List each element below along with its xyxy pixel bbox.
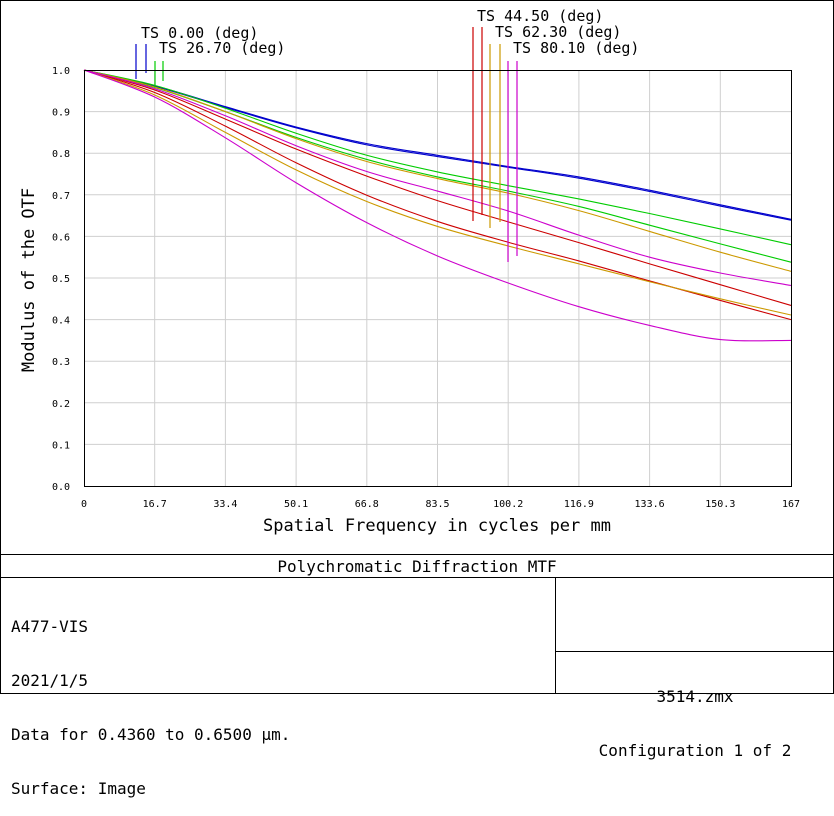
x-tick-label: 116.9 xyxy=(564,499,594,510)
legend-label: TS 62.30 (deg) xyxy=(495,23,621,41)
file-name: 3514.zmx xyxy=(656,687,734,706)
lens-name: A477-VIS xyxy=(11,617,89,636)
series-line xyxy=(83,69,792,306)
x-tick-label: 100.2 xyxy=(493,499,523,510)
x-axis-title: Spatial Frequency in cycles per mm xyxy=(263,516,611,536)
series-line xyxy=(83,69,792,316)
configuration: Configuration 1 of 2 xyxy=(598,741,792,760)
legend-label: TS 0.00 (deg) xyxy=(141,24,258,42)
x-tick-label: 33.4 xyxy=(213,499,237,510)
y-tick-label: 0.0 xyxy=(52,482,70,493)
x-tick-label: 150.3 xyxy=(705,499,735,510)
series-line xyxy=(83,69,792,246)
plot-border xyxy=(84,70,792,487)
info-panel: A477-VIS 2021/1/5 Data for 0.4360 to 0.6… xyxy=(11,582,290,816)
x-tick-label: 167 xyxy=(782,499,800,510)
series-line xyxy=(83,69,792,342)
grid xyxy=(84,70,791,486)
y-tick-label: 0.7 xyxy=(52,191,70,202)
chart-title: Polychromatic Diffraction MTF xyxy=(277,557,557,576)
mtf-chart: 0 16.7 33.4 50.1 66.8 83.5 100.2 116.9 133.6 150.… xyxy=(0,0,834,694)
x-tick-label: 83.5 xyxy=(425,499,449,510)
x-tick-label: 66.8 xyxy=(355,499,379,510)
surface: Surface: Image xyxy=(11,779,146,798)
legend-markers xyxy=(135,27,518,262)
y-axis-title: Modulus of the OTF xyxy=(19,188,39,372)
tick-labels: 0 16.7 33.4 50.1 66.8 83.5 100.2 116.9 133.6 150.… xyxy=(52,66,800,510)
x-tick-label: 0 xyxy=(81,499,87,510)
y-tick-label: 0.8 xyxy=(52,149,70,160)
y-tick-label: 0.5 xyxy=(52,274,70,285)
y-tick-label: 0.1 xyxy=(52,440,70,451)
y-tick-label: 1.0 xyxy=(52,66,70,77)
legend-label: TS 26.70 (deg) xyxy=(159,39,285,57)
legend: TS 0.00 (deg)TS 26.70 (deg) TS 44.50 (deg… xyxy=(141,7,639,57)
file-info: 3514.zmx Configuration 1 of 2 xyxy=(556,652,834,778)
series-layer xyxy=(83,69,792,342)
wavelength-range: Data for 0.4360 to 0.6500 µm. xyxy=(11,725,291,744)
y-tick-label: 0.6 xyxy=(52,232,70,243)
y-tick-label: 0.4 xyxy=(52,316,70,327)
legend-label: TS 80.10 (deg) xyxy=(513,39,639,57)
date: 2021/1/5 xyxy=(11,671,89,690)
series-line xyxy=(83,69,792,220)
plot-frame xyxy=(84,70,792,487)
series-line xyxy=(83,69,792,272)
y-tick-label: 0.2 xyxy=(52,399,70,410)
y-tick-label: 0.3 xyxy=(52,357,70,368)
y-tick-label: 0.9 xyxy=(52,108,70,119)
legend-label: TS 44.50 (deg) xyxy=(477,7,603,25)
x-tick-label: 50.1 xyxy=(284,499,308,510)
x-tick-label: 133.6 xyxy=(635,499,665,510)
series-line xyxy=(83,69,792,287)
x-tick-label: 16.7 xyxy=(143,499,167,510)
